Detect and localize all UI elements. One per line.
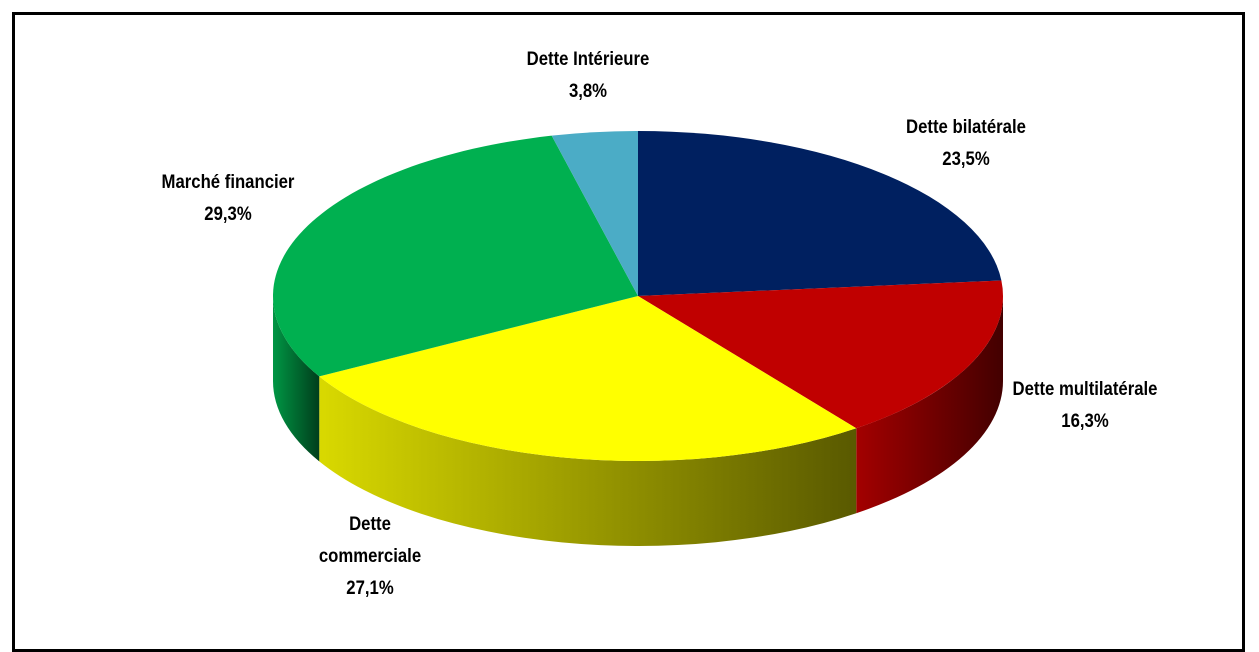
pie-side	[273, 296, 320, 462]
data-label: Dette commerciale 27,1%	[300, 509, 441, 605]
pie-slice	[638, 131, 1002, 296]
page: (() => { const data = JSON.parse(documen…	[12, 12, 1245, 652]
data-label: Dette bilatérale 23,5%	[878, 112, 1054, 176]
category-label: Dette bilatérale	[906, 117, 1026, 138]
pie-slice	[273, 135, 638, 377]
category-label: Dette multilatérale	[1012, 379, 1158, 400]
value-label: 29,3%	[204, 204, 252, 225]
category-label: Dette commerciale	[318, 514, 422, 567]
value-label: 3,8%	[568, 81, 608, 102]
pie-slice	[551, 131, 638, 296]
value-label: 27,1%	[346, 578, 394, 599]
data-label: Dette Intérieure 3,8%	[500, 44, 676, 108]
value-label: 23,5%	[942, 149, 990, 170]
pie-side	[319, 376, 857, 546]
chart	[273, 131, 1003, 546]
pie-slice	[319, 296, 857, 462]
data-label: Marché financier 29,3%	[127, 167, 329, 231]
pie-side	[856, 296, 1003, 514]
category-label: Marché financier	[161, 172, 295, 193]
pie-slice	[638, 280, 1003, 429]
value-label: 16,3%	[1061, 411, 1109, 432]
category-label: Dette Intérieure	[526, 49, 650, 70]
data-label: Dette multilatérale 16,3%	[1010, 374, 1160, 438]
